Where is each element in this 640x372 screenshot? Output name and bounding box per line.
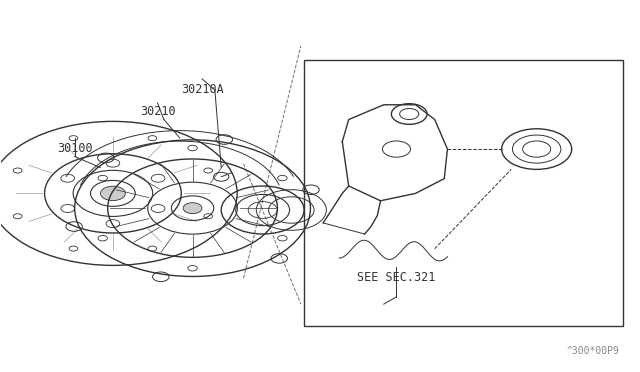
Circle shape [183,203,202,214]
Bar [304,61,623,326]
Text: 30100: 30100 [57,142,93,155]
Text: ^300*00P9: ^300*00P9 [566,346,620,356]
Text: 30210: 30210 [140,105,175,118]
Text: 30210A: 30210A [180,83,223,96]
Circle shape [100,186,125,201]
Text: SEE SEC.321: SEE SEC.321 [357,271,436,284]
